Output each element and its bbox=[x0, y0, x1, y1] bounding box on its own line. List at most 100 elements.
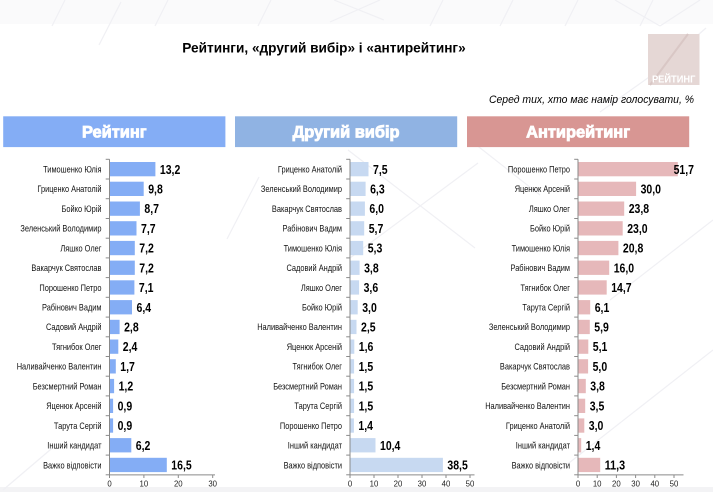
svg-text:Наливайченко Валентин: Наливайченко Валентин bbox=[485, 401, 570, 411]
svg-text:16,0: 16,0 bbox=[614, 261, 634, 275]
svg-text:10,4: 10,4 bbox=[380, 439, 400, 453]
svg-text:30,0: 30,0 bbox=[641, 183, 661, 197]
svg-text:Садовий Андрій: Садовий Андрій bbox=[515, 342, 571, 352]
svg-text:Наливайченко Валентин: Наливайченко Валентин bbox=[17, 362, 102, 372]
svg-text:1,5: 1,5 bbox=[359, 380, 374, 394]
svg-text:0,9: 0,9 bbox=[118, 419, 133, 433]
svg-text:Бойко Юрій: Бойко Юрій bbox=[62, 204, 102, 214]
svg-text:Бойко Юрій: Бойко Юрій bbox=[302, 303, 342, 313]
svg-text:30: 30 bbox=[418, 479, 427, 488]
svg-text:2,8: 2,8 bbox=[124, 321, 139, 335]
svg-text:16,5: 16,5 bbox=[171, 459, 191, 473]
svg-text:3,8: 3,8 bbox=[590, 380, 605, 394]
svg-text:20: 20 bbox=[612, 479, 621, 488]
svg-text:Важко відповісти: Важко відповісти bbox=[284, 460, 342, 470]
svg-text:1,5: 1,5 bbox=[359, 360, 374, 374]
svg-text:1,5: 1,5 bbox=[359, 399, 374, 413]
svg-text:0: 0 bbox=[348, 479, 353, 488]
svg-text:Садовий Андрій: Садовий Андрій bbox=[287, 263, 343, 273]
svg-text:3,0: 3,0 bbox=[362, 301, 377, 315]
svg-text:13,2: 13,2 bbox=[160, 163, 180, 177]
svg-text:7,2: 7,2 bbox=[139, 242, 154, 256]
svg-text:Ляшко Олег: Ляшко Олег bbox=[301, 283, 343, 293]
svg-text:Рабінович Вадим: Рабінович Вадим bbox=[283, 224, 343, 234]
svg-text:Яценюк Арсеній: Яценюк Арсеній bbox=[46, 401, 101, 411]
svg-text:30: 30 bbox=[631, 479, 640, 488]
svg-text:Яценюк Арсеній: Яценюк Арсеній bbox=[287, 342, 342, 352]
svg-text:1,6: 1,6 bbox=[359, 340, 374, 354]
svg-text:40: 40 bbox=[650, 479, 659, 488]
svg-text:6,3: 6,3 bbox=[370, 183, 385, 197]
svg-text:1,4: 1,4 bbox=[586, 439, 601, 453]
svg-text:3,0: 3,0 bbox=[589, 419, 604, 433]
svg-text:Тарута Сергій: Тарута Сергій bbox=[522, 303, 570, 313]
svg-text:Порошенко Петро: Порошенко Петро bbox=[280, 421, 342, 431]
svg-text:7,7: 7,7 bbox=[141, 222, 156, 236]
svg-text:Тарута Сергій: Тарута Сергій bbox=[54, 421, 102, 431]
svg-text:Гриценко Анатолій: Гриценко Анатолій bbox=[278, 165, 342, 175]
svg-text:Інший кандидат: Інший кандидат bbox=[288, 441, 343, 451]
svg-text:Інший кандидат: Інший кандидат bbox=[47, 441, 102, 451]
svg-text:6,2: 6,2 bbox=[136, 439, 151, 453]
svg-text:Важко відповісти: Важко відповісти bbox=[43, 460, 101, 470]
svg-text:6,1: 6,1 bbox=[595, 301, 610, 315]
svg-text:10: 10 bbox=[593, 479, 602, 488]
svg-text:Тягнибок Олег: Тягнибок Олег bbox=[293, 362, 343, 372]
svg-text:0: 0 bbox=[107, 479, 112, 488]
svg-text:Вакарчук Святослав: Вакарчук Святослав bbox=[500, 362, 570, 372]
svg-text:Тимошенко Юлія: Тимошенко Юлія bbox=[43, 165, 101, 175]
svg-text:50: 50 bbox=[466, 479, 475, 488]
svg-text:Безсмертний Роман: Безсмертний Роман bbox=[33, 381, 102, 391]
svg-text:Тимошенко Юлія: Тимошенко Юлія bbox=[284, 243, 342, 253]
svg-text:Рейтинги, «другий вибір» і «ан: Рейтинги, «другий вибір» і «антирейтинг» bbox=[182, 41, 465, 56]
svg-text:3,8: 3,8 bbox=[364, 261, 379, 275]
svg-text:Вакарчук Святослав: Вакарчук Святослав bbox=[31, 263, 101, 273]
svg-text:3,6: 3,6 bbox=[364, 281, 379, 295]
svg-text:Антирейтинг: Антирейтинг bbox=[526, 123, 630, 141]
svg-text:0,9: 0,9 bbox=[118, 399, 133, 413]
svg-text:10: 10 bbox=[370, 479, 379, 488]
svg-text:5,7: 5,7 bbox=[369, 222, 384, 236]
svg-text:40: 40 bbox=[442, 479, 451, 488]
svg-text:Другий вибір: Другий вибір bbox=[293, 123, 400, 141]
svg-text:0: 0 bbox=[576, 479, 581, 488]
svg-text:Яценюк Арсеній: Яценюк Арсеній bbox=[515, 184, 570, 194]
svg-text:Інший кандидат: Інший кандидат bbox=[516, 441, 571, 451]
svg-text:5,3: 5,3 bbox=[368, 242, 383, 256]
svg-text:3,5: 3,5 bbox=[590, 399, 605, 413]
svg-text:Порошенко Петро: Порошенко Петро bbox=[39, 283, 101, 293]
svg-text:Безсмертний Роман: Безсмертний Роман bbox=[501, 381, 570, 391]
svg-text:38,5: 38,5 bbox=[447, 459, 467, 473]
svg-text:РЕЙТИНГ: РЕЙТИНГ bbox=[652, 73, 696, 86]
svg-text:Рейтинг: Рейтинг bbox=[82, 123, 147, 141]
svg-text:10: 10 bbox=[140, 479, 149, 488]
svg-text:51,7: 51,7 bbox=[674, 163, 694, 177]
svg-text:Наливайченко Валентин: Наливайченко Валентин bbox=[257, 322, 342, 332]
svg-text:Тягнибок Олег: Тягнибок Олег bbox=[521, 283, 571, 293]
svg-text:Безсмертний Роман: Безсмертний Роман bbox=[273, 381, 342, 391]
svg-text:Тягнибок Олег: Тягнибок Олег bbox=[52, 342, 102, 352]
svg-text:5,9: 5,9 bbox=[594, 321, 609, 335]
svg-text:1,2: 1,2 bbox=[119, 380, 134, 394]
svg-text:Зеленський Володимир: Зеленський Володимир bbox=[20, 224, 101, 234]
svg-text:5,1: 5,1 bbox=[593, 340, 608, 354]
svg-text:Рабінович Вадим: Рабінович Вадим bbox=[511, 263, 571, 273]
svg-text:Ляшко Олег: Ляшко Олег bbox=[529, 204, 571, 214]
svg-text:2,4: 2,4 bbox=[123, 340, 138, 354]
svg-text:7,2: 7,2 bbox=[139, 261, 154, 275]
svg-text:Тарута Сергій: Тарута Сергій bbox=[294, 401, 342, 411]
svg-text:Бойко Юрій: Бойко Юрій bbox=[530, 224, 570, 234]
svg-text:23,8: 23,8 bbox=[629, 202, 649, 216]
svg-text:7,5: 7,5 bbox=[373, 163, 388, 177]
svg-text:50: 50 bbox=[670, 479, 679, 488]
svg-text:5,0: 5,0 bbox=[593, 360, 608, 374]
svg-text:Рабінович Вадим: Рабінович Вадим bbox=[42, 303, 102, 313]
svg-text:Важко відповісти: Важко відповісти bbox=[512, 460, 570, 470]
svg-text:Ляшко Олег: Ляшко Олег bbox=[60, 243, 102, 253]
svg-text:20: 20 bbox=[394, 479, 403, 488]
svg-text:8,7: 8,7 bbox=[144, 202, 159, 216]
svg-text:6,4: 6,4 bbox=[137, 301, 152, 315]
svg-text:7,1: 7,1 bbox=[139, 281, 154, 295]
svg-text:2,5: 2,5 bbox=[361, 321, 376, 335]
svg-text:1,7: 1,7 bbox=[120, 360, 135, 374]
